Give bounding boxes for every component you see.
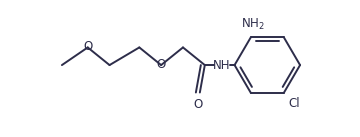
Text: NH: NH — [213, 59, 230, 72]
Text: Cl: Cl — [289, 97, 300, 110]
Text: O: O — [193, 98, 202, 111]
Text: O: O — [157, 58, 166, 71]
Text: O: O — [83, 40, 93, 53]
Text: NH$_2$: NH$_2$ — [241, 17, 265, 32]
